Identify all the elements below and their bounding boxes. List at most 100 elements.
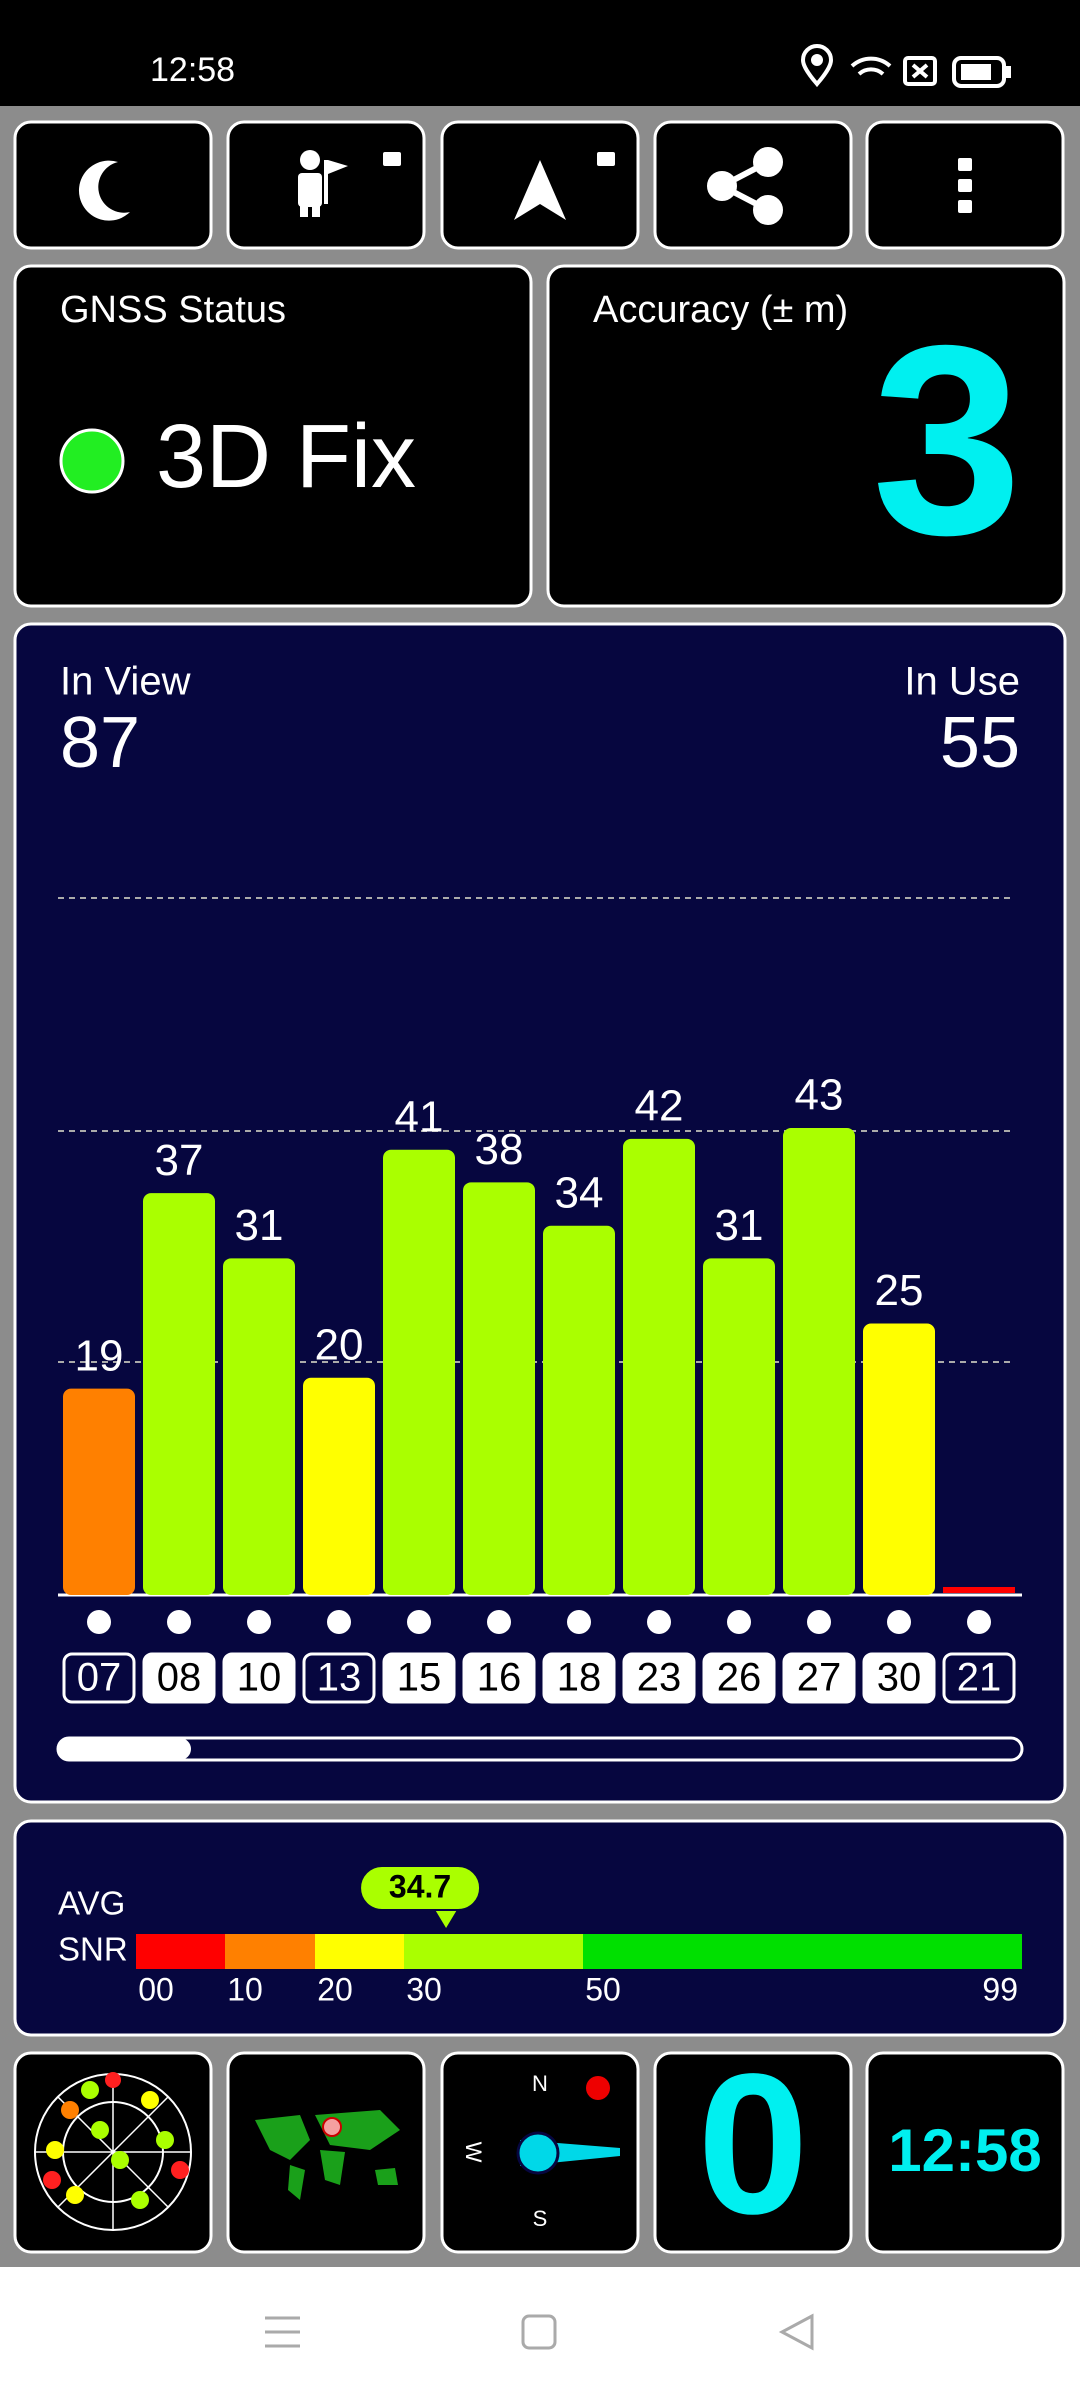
satellite-id: 26 [717,1656,762,1700]
satellite-id-box [862,1652,936,1704]
satellite-dot [87,1610,111,1634]
clock-tile[interactable] [865,2051,1065,2254]
satellite-id: 21 [957,1656,1002,1700]
speed-value: 0 [697,2033,808,2256]
bars: 19 07 37 08 31 10 20 13 41 15 38 16 34 18 42 23 31 26 43 27… [62,1071,1016,1704]
snr-tick-label: 30 [406,1971,442,2007]
satellite-id: 08 [157,1656,202,1700]
snr-tick-label: 50 [585,1971,621,2007]
signal-bar-stub [943,1587,1015,1593]
snr-segment [225,1934,315,1969]
signal-label: 20 [315,1320,364,1369]
satellite-id-box [62,1652,136,1704]
accuracy-panel [546,264,1066,608]
navigate-icon [514,152,615,220]
scrollbar-thumb[interactable] [58,1738,191,1760]
signal-bar [543,1225,615,1595]
compass-dot [586,2076,610,2100]
clock-value: 12:58 [888,2117,1041,2184]
fix-indicator [59,428,125,494]
satellite-id: 30 [877,1656,922,1700]
signal-bar [303,1377,375,1595]
snr-segment [583,1934,1022,1969]
satellite-id: 10 [237,1656,282,1700]
satellite-id: 27 [797,1656,842,1700]
waypoint-icon [298,150,401,217]
nav-recents[interactable] [265,2316,300,2348]
satellite-id: 15 [397,1656,442,1700]
snr-tick-label: 99 [982,1971,1018,2007]
sky-plot [34,2072,192,2231]
share-icon [707,147,783,225]
satellite-id: 07 [77,1656,122,1700]
snr-tick-label: 10 [227,1971,263,2007]
signal-bar [703,1258,775,1595]
fix-status: 3D Fix [156,407,416,507]
world-map [255,2110,400,2200]
satellite-id-box [702,1652,776,1704]
in-view-label: In View [60,660,191,704]
signal-bar [143,1193,215,1595]
compass-hub [516,2131,560,2175]
snr-segment [136,1934,225,1969]
satellite-dot [327,1610,351,1634]
signal-label: 31 [235,1201,284,1250]
snr-average-label: 34.7 [389,1868,451,1904]
satellite-id: 13 [317,1656,362,1700]
speed-tile[interactable] [653,2051,853,2254]
snr-average-pointer [434,1908,459,1928]
nav-home[interactable] [521,2314,557,2350]
status-bar [0,0,1080,106]
satellite-dot [967,1610,991,1634]
satellite-id: 16 [477,1656,522,1700]
satellite-id-box [382,1652,456,1704]
satellite-id: 23 [637,1656,682,1700]
snr-segment [404,1934,583,1969]
snr-label-avg: AVG [58,1885,125,1922]
satellite-dot [887,1610,911,1634]
in-use-count: 55 [940,703,1020,783]
in-use-label: In Use [904,660,1020,704]
snr-tick-label: 00 [138,1971,174,2007]
satellite-dot [727,1610,751,1634]
satellite-id-box [462,1652,536,1704]
night-mode-button[interactable] [13,120,213,250]
gnss-status-title: GNSS Status [60,289,286,331]
signal-bar [463,1182,535,1595]
satellite-dot [247,1610,271,1634]
signal-bar [383,1149,455,1595]
satellite-dot [807,1610,831,1634]
toolbar [13,120,1065,250]
signal-label: 41 [395,1092,444,1141]
snr-scale: 00 10 20 30 50 99 34.7 [136,1865,1022,2007]
menu-icon [958,158,972,213]
compass-west: W [461,2142,486,2163]
gnss-status-panel [13,264,533,608]
nav-back[interactable] [778,2313,814,2351]
accuracy-value: 3 [872,290,1022,591]
compass-south: S [533,2206,548,2231]
nav-buttons [265,2313,814,2351]
snr-label-snr: SNR [58,1931,128,1968]
signal-label: 37 [155,1136,204,1185]
navigation-bar [0,2267,1080,2400]
signal-bar [863,1323,935,1595]
satellite-dot [407,1610,431,1634]
satellite-id-box [782,1652,856,1704]
satellite-dot [167,1610,191,1634]
satellite-dot [487,1610,511,1634]
snr-segment [315,1934,404,1969]
moon-icon [78,160,130,221]
signal-bar [63,1388,135,1595]
signal-label: 19 [75,1331,124,1380]
satellite-id-box [142,1652,216,1704]
share-button[interactable] [653,120,853,250]
status-time: 12:58 [150,51,235,89]
satellite-id-box [302,1652,376,1704]
satellite-id: 18 [557,1656,602,1700]
signal-bar [623,1138,695,1595]
satellite-id-box [222,1652,296,1704]
snr-panel [13,1819,1067,2037]
snr-tick-label: 20 [317,1971,353,2007]
